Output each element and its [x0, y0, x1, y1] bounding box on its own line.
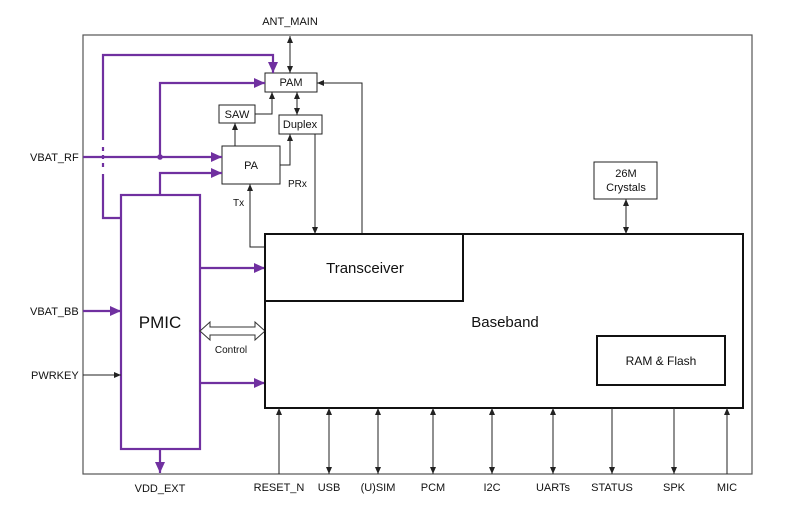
- control-label: Control: [215, 345, 247, 356]
- transceiver-block: Transceiver: [264, 233, 464, 302]
- signal-label-status: STATUS: [591, 482, 633, 494]
- control-double-arrow: [199, 320, 266, 342]
- prx-label: PRx: [288, 179, 307, 190]
- ant-main-label: ANT_MAIN: [262, 16, 318, 28]
- vbat-rf-pam-line: [158, 78, 265, 157]
- tx-label: Tx: [233, 198, 244, 209]
- bottom-signals: RESET_N USB (U)SIM PCM I2C UARTs STATUS SPK MIC: [254, 408, 737, 494]
- signal-label-reset-n: RESET_N: [254, 482, 305, 494]
- vbat-rf-pmic-line: [101, 174, 121, 220]
- signal-label-mic: MIC: [717, 482, 737, 494]
- signal-label-spk: SPK: [663, 482, 686, 494]
- pa-block: PA: [221, 145, 281, 185]
- pwrkey-label: PWRKEY: [31, 370, 79, 382]
- pa-duplex-link: [280, 134, 293, 166]
- tx-line: [247, 184, 265, 248]
- pam-control-line: [317, 80, 363, 234]
- svg-text:26M: 26M: [615, 168, 636, 180]
- saw-pam-link: [255, 92, 275, 115]
- ram-flash-block: RAM & Flash: [596, 335, 726, 386]
- vbat-bb-label: VBAT_BB: [30, 306, 79, 318]
- vbat-rf-label: VBAT_RF: [30, 152, 79, 164]
- pmic-block: PMIC: [119, 193, 202, 451]
- svg-text:PMIC: PMIC: [139, 313, 182, 332]
- signal-label-pcm: PCM: [421, 482, 445, 494]
- pam-block: PAM: [264, 72, 318, 93]
- vbat-rf-pam-top-line: [101, 53, 278, 140]
- svg-text:Transceiver: Transceiver: [326, 260, 404, 277]
- svg-text:PAM: PAM: [279, 77, 302, 89]
- signal-label-usb: USB: [318, 482, 341, 494]
- svg-text:RAM & Flash: RAM & Flash: [626, 354, 697, 368]
- duplex-block: Duplex: [278, 114, 323, 135]
- svg-text:Crystals: Crystals: [606, 182, 646, 194]
- vdd-ext-label: VDD_EXT: [135, 483, 186, 495]
- svg-text:Baseband: Baseband: [471, 314, 539, 331]
- crystal-block: 26M Crystals: [593, 161, 658, 200]
- pmic-pa-line: [158, 168, 222, 195]
- saw-block: SAW: [218, 104, 256, 124]
- svg-text:PA: PA: [244, 160, 259, 172]
- signal-label-uarts: UARTs: [536, 482, 571, 494]
- signal-label-i2c: I2C: [483, 482, 500, 494]
- signal-label-u-sim: (U)SIM: [361, 482, 396, 494]
- svg-text:SAW: SAW: [225, 109, 250, 121]
- svg-text:Duplex: Duplex: [283, 119, 318, 131]
- module-outline: [82, 34, 753, 475]
